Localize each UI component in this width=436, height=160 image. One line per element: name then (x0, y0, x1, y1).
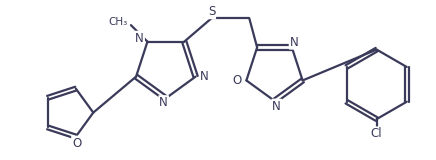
Text: N: N (290, 36, 298, 49)
Text: N: N (200, 70, 209, 83)
Text: O: O (233, 74, 242, 87)
Text: CH₃: CH₃ (108, 17, 127, 27)
Text: N: N (272, 100, 281, 113)
Text: N: N (135, 32, 144, 45)
Text: N: N (159, 96, 168, 109)
Text: S: S (208, 5, 215, 18)
Text: O: O (72, 137, 82, 150)
Text: Cl: Cl (371, 127, 382, 140)
